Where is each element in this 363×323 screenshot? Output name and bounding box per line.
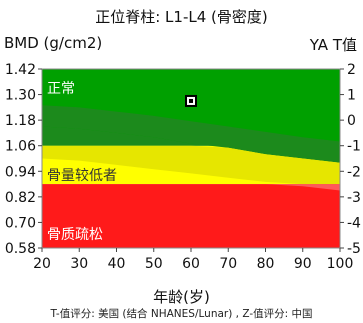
- zone-label-0: 正常: [47, 81, 75, 97]
- y2-tick-label-6: -4: [347, 215, 361, 231]
- x-tick-label-1: 30: [70, 256, 88, 272]
- y2-tick-label-4: -2: [347, 164, 361, 180]
- y2-tick-label-7: -5: [347, 241, 361, 257]
- y-tick-label-3: 1.06: [5, 139, 36, 155]
- y2-tick-label-1: 1: [347, 88, 356, 104]
- x-tick-label-7: 90: [294, 256, 312, 272]
- y-tick-label-5: 0.82: [5, 190, 36, 206]
- reference-band-mid-yellow: [42, 145, 340, 185]
- x-tick-label-3: 50: [145, 256, 163, 272]
- y-tick-label-1: 1.30: [5, 88, 36, 104]
- chart-title: 正位脊柱: L1-L4 (骨密度): [95, 8, 268, 26]
- x-axis-label: 年龄(岁): [153, 288, 210, 306]
- y-axis-label: BMD (g/cm2): [4, 34, 103, 52]
- reference-band-upper: [42, 105, 340, 163]
- x-tick-label-2: 40: [108, 256, 126, 272]
- x-tick-label-4: 60: [182, 256, 200, 272]
- zone-band-2: [42, 184, 340, 248]
- x-tick-label-0: 20: [33, 256, 51, 272]
- y2-axis-label: YA T值: [309, 36, 357, 54]
- x-tick-label-6: 80: [257, 256, 275, 272]
- y2-tick-label-2: 0: [347, 113, 356, 129]
- x-tick-label-5: 70: [219, 256, 237, 272]
- reference-band-tail-red: [42, 184, 340, 191]
- y-tick-label-4: 0.94: [5, 164, 36, 180]
- y-tick-label-6: 0.70: [5, 215, 36, 231]
- y2-tick-label-0: 2: [347, 62, 356, 78]
- zone-label-2: 骨质疏松: [47, 227, 103, 243]
- footnote: T-值评分: 美国 (结合 NHANES/Lunar) , Z-值评分: 中国: [50, 308, 313, 320]
- measurement-point-core-0: [189, 98, 193, 103]
- y-tick-label-2: 1.18: [5, 113, 36, 129]
- y2-tick-label-3: -1: [347, 139, 361, 155]
- reference-band-mid-green: [42, 126, 340, 146]
- x-tick-label-8: 100: [327, 256, 354, 272]
- zone-label-1: 骨量较低者: [47, 168, 117, 184]
- y2-tick-label-5: -3: [347, 190, 361, 206]
- y-tick-label-0: 1.42: [5, 62, 36, 78]
- y-tick-label-7: 0.58: [5, 241, 36, 257]
